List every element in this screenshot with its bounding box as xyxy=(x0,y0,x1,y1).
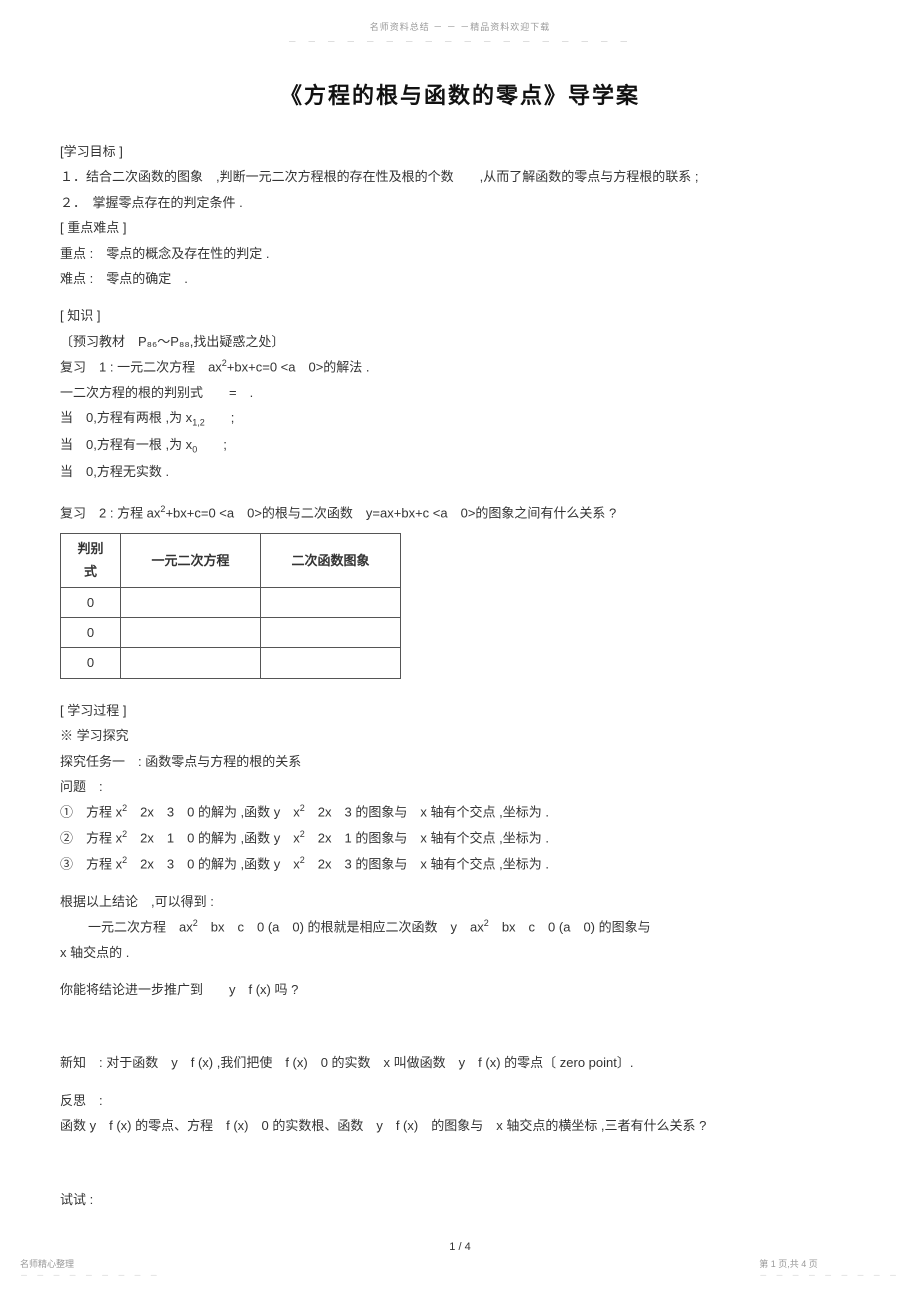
question-3: ③ 方程 x2 2x 3 0 的解为 ,函数 y x2 2x 3 的图象与 x … xyxy=(60,852,860,876)
goal-2: ２． 掌握零点存在的判定条件 . xyxy=(60,191,860,214)
footer-right: 第 1 页,共 4 页 － － － － － － － － － xyxy=(759,1257,900,1281)
table-header-row: 判别式 一元二次方程 二次函数图象 xyxy=(61,533,401,587)
table-cell xyxy=(121,587,261,617)
process-question: 问题 : xyxy=(60,775,860,798)
q3a: ③ 方程 x xyxy=(60,856,122,871)
goals-head: [学习目标 ] xyxy=(60,140,860,163)
footer-left-text: 名师精心整理 xyxy=(20,1257,161,1270)
conclusion-intro: 根据以上结论 ,可以得到 : xyxy=(60,890,860,913)
table-cell: 0 xyxy=(61,587,121,617)
q3b: 2x 3 0 的解为 ,函数 y x xyxy=(127,856,300,871)
conc2c: bx c 0 (a 0) 的图象与 xyxy=(489,919,651,934)
table-cell: 0 xyxy=(61,648,121,678)
table-h2: 一元二次方程 xyxy=(121,533,261,587)
table-cell xyxy=(121,618,261,648)
extend-question: 你能将结论进一步推广到 y f (x) 吗 ? xyxy=(60,978,860,1001)
review-c1b: ; xyxy=(205,410,235,425)
knowledge-pre: 〔预习教材 P₈₆～P₈₈,找出疑惑之处〕 xyxy=(60,330,860,353)
table-row: 0 xyxy=(61,618,401,648)
goal-1: １．结合二次函数的图象 ,判断一元二次方程根的存在性及根的个数 ,从而了解函数的… xyxy=(60,165,860,188)
conclusion-body: 一元二次方程 ax2 bx c 0 (a 0) 的根就是相应二次函数 y ax2… xyxy=(60,915,860,939)
conc2a: 一元二次方程 ax xyxy=(88,919,193,934)
table-cell: 0 xyxy=(61,618,121,648)
table-cell xyxy=(261,648,401,678)
review-case1: 当 0,方程有两根 ,为 x1,2 ; xyxy=(60,406,860,431)
review-c1a: 当 0,方程有两根 ,为 x xyxy=(60,410,192,425)
table-h3: 二次函数图象 xyxy=(261,533,401,587)
difficulty-2: 难点 : 零点的确定 . xyxy=(60,267,860,290)
review-c2a: 当 0,方程有一根 ,为 x xyxy=(60,437,192,452)
reflect-body: 函数 y f (x) 的零点、方程 f (x) 0 的实数根、函数 y f (x… xyxy=(60,1114,860,1137)
difficulty-1: 重点 : 零点的概念及存在性的判定 . xyxy=(60,242,860,265)
q2c: 2x 1 的图象与 x 轴有个交点 ,坐标为 . xyxy=(305,830,549,845)
q2b: 2x 1 0 的解为 ,函数 y x xyxy=(127,830,300,845)
difficulty-head: [ 重点难点 ] xyxy=(60,216,860,239)
process-head: [ 学习过程 ] xyxy=(60,699,860,722)
q1b: 2x 3 0 的解为 ,函数 y x xyxy=(127,805,300,820)
page: 名师资料总结 － － －精品资料欢迎下载 － － － － － － － － － －… xyxy=(0,0,920,1293)
review-2b: +bx+c=0 <a 0>的根与二次函数 y=ax+bx+c <a 0>的图象之… xyxy=(165,506,616,521)
q1c: 2x 3 的图象与 x 轴有个交点 ,坐标为 . xyxy=(305,805,549,820)
reflect-head: 反思 : xyxy=(60,1089,860,1112)
review-case2: 当 0,方程有一根 ,为 x0 ; xyxy=(60,433,860,458)
question-2: ② 方程 x2 2x 1 0 的解为 ,函数 y x2 2x 1 的图象与 x … xyxy=(60,826,860,850)
footer-right-text: 第 1 页,共 4 页 xyxy=(759,1257,900,1270)
footer-right-dots: － － － － － － － － － xyxy=(759,1270,900,1281)
table-row: 0 xyxy=(61,648,401,678)
try-head: 试试 : xyxy=(60,1188,860,1211)
q2a: ② 方程 x xyxy=(60,830,122,845)
table-cell xyxy=(261,587,401,617)
footer-left-dots: － － － － － － － － － xyxy=(20,1270,161,1281)
review-1: 复习 1 : 一元二次方程 ax2+bx+c=0 <a 0>的解法 . xyxy=(60,355,860,379)
question-1: ① 方程 x2 2x 3 0 的解为 ,函数 y x2 2x 3 的图象与 x … xyxy=(60,800,860,824)
review-1a: 复习 1 : 一元二次方程 ax xyxy=(60,359,222,374)
table-row: 0 xyxy=(61,587,401,617)
content-body: [学习目标 ] １．结合二次函数的图象 ,判断一元二次方程根的存在性及根的个数 … xyxy=(60,140,860,1211)
review-2a: 复习 2 : 方程 ax xyxy=(60,506,160,521)
process-sub1: ※ 学习探究 xyxy=(60,724,860,747)
q1a: ① 方程 x xyxy=(60,805,122,820)
table-cell xyxy=(261,618,401,648)
review-c2b: ; xyxy=(197,437,227,452)
header-text: 名师资料总结 － － －精品资料欢迎下载 xyxy=(60,20,860,33)
header-dots: － － － － － － － － － － － － － － － － － － xyxy=(60,35,860,48)
review-discriminant: 一二次方程的根的判别式 = . xyxy=(60,381,860,404)
table-cell xyxy=(121,648,261,678)
new-knowledge: 新知 : 对于函数 y f (x) ,我们把使 f (x) 0 的实数 x 叫做… xyxy=(60,1051,860,1074)
q3c: 2x 3 的图象与 x 轴有个交点 ,坐标为 . xyxy=(305,856,549,871)
conc2b: bx c 0 (a 0) 的根就是相应二次函数 y ax xyxy=(198,919,484,934)
process-task: 探究任务一 : 函数零点与方程的根的关系 xyxy=(60,750,860,773)
page-number: 1 / 4 xyxy=(60,1241,860,1253)
review-1b: +bx+c=0 <a 0>的解法 . xyxy=(227,359,370,374)
review-case3: 当 0,方程无实数 . xyxy=(60,460,860,483)
footer-left: 名师精心整理 － － － － － － － － － xyxy=(20,1257,161,1281)
document-title: 《方程的根与函数的零点》导学案 xyxy=(60,78,860,110)
table-h1: 判别式 xyxy=(61,533,121,587)
knowledge-head: [ 知识 ] xyxy=(60,304,860,327)
review-2: 复习 2 : 方程 ax2+bx+c=0 <a 0>的根与二次函数 y=ax+b… xyxy=(60,501,860,525)
conclusion-end: x 轴交点的 . xyxy=(60,941,860,964)
discriminant-table: 判别式 一元二次方程 二次函数图象 0 0 0 xyxy=(60,533,401,679)
